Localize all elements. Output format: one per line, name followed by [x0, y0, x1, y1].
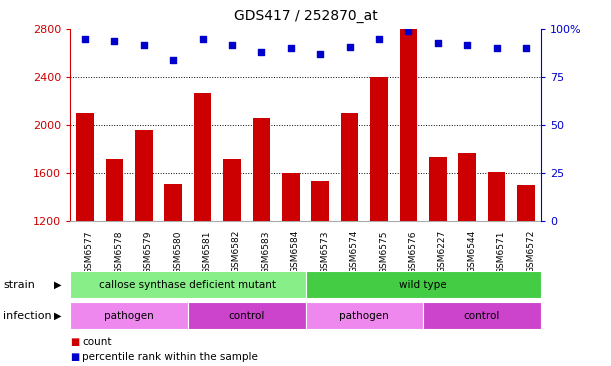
Text: GSM6583: GSM6583	[262, 230, 271, 274]
Bar	[135, 130, 153, 221]
Text: pathogen: pathogen	[104, 311, 154, 321]
Bar	[341, 113, 359, 221]
Bar	[458, 153, 476, 221]
Bar	[70, 302, 188, 329]
Bar	[223, 159, 241, 221]
Bar	[188, 302, 306, 329]
Text: ■: ■	[70, 337, 79, 347]
Text: percentile rank within the sample: percentile rank within the sample	[82, 352, 258, 362]
Bar	[70, 271, 306, 298]
Point	[492, 46, 502, 52]
Point	[198, 36, 208, 42]
Point	[168, 57, 178, 63]
Text: GSM6580: GSM6580	[173, 230, 182, 274]
Point	[315, 51, 325, 57]
Bar	[312, 180, 329, 221]
Text: GSM6576: GSM6576	[408, 230, 417, 274]
Bar	[518, 186, 535, 221]
Point	[227, 42, 237, 48]
Point	[257, 49, 266, 55]
Text: GSM6581: GSM6581	[203, 230, 211, 274]
Point	[345, 44, 354, 49]
Bar	[488, 172, 505, 221]
Text: infection: infection	[3, 311, 52, 321]
Bar	[306, 271, 541, 298]
Point	[521, 46, 531, 52]
Text: GSM6584: GSM6584	[291, 230, 300, 273]
Text: count: count	[82, 337, 112, 347]
Text: ▶: ▶	[54, 311, 62, 321]
Text: GSM6544: GSM6544	[467, 230, 476, 273]
Text: pathogen: pathogen	[340, 311, 389, 321]
Text: GSM6582: GSM6582	[232, 230, 241, 273]
Bar	[423, 302, 541, 329]
Point	[374, 36, 384, 42]
Text: GSM6577: GSM6577	[85, 230, 94, 274]
Text: wild type: wild type	[400, 280, 447, 290]
Point	[139, 42, 148, 48]
Point	[80, 36, 90, 42]
Point	[109, 38, 119, 44]
Bar	[76, 113, 94, 221]
Bar	[429, 157, 447, 221]
Text: ▶: ▶	[54, 280, 62, 290]
Bar	[400, 27, 417, 221]
Text: GSM6571: GSM6571	[497, 230, 506, 274]
Bar	[164, 184, 182, 221]
Text: GSM6575: GSM6575	[379, 230, 388, 274]
Text: callose synthase deficient mutant: callose synthase deficient mutant	[100, 280, 276, 290]
Text: GDS417 / 252870_at: GDS417 / 252870_at	[233, 9, 378, 23]
Text: ■: ■	[70, 352, 79, 362]
Text: GSM6573: GSM6573	[320, 230, 329, 274]
Text: strain: strain	[3, 280, 35, 290]
Text: control: control	[229, 311, 265, 321]
Point	[463, 42, 472, 48]
Text: control: control	[464, 311, 500, 321]
Point	[286, 46, 296, 52]
Bar	[370, 77, 388, 221]
Text: GSM6572: GSM6572	[526, 230, 535, 273]
Bar	[106, 159, 123, 221]
Bar	[194, 93, 211, 221]
Text: GSM6578: GSM6578	[114, 230, 123, 274]
Bar	[306, 302, 423, 329]
Bar	[282, 173, 299, 221]
Text: GSM6574: GSM6574	[349, 230, 359, 273]
Text: GSM6579: GSM6579	[144, 230, 153, 274]
Point	[403, 28, 413, 34]
Point	[433, 40, 443, 46]
Text: GSM6227: GSM6227	[438, 230, 447, 273]
Bar	[252, 118, 270, 221]
